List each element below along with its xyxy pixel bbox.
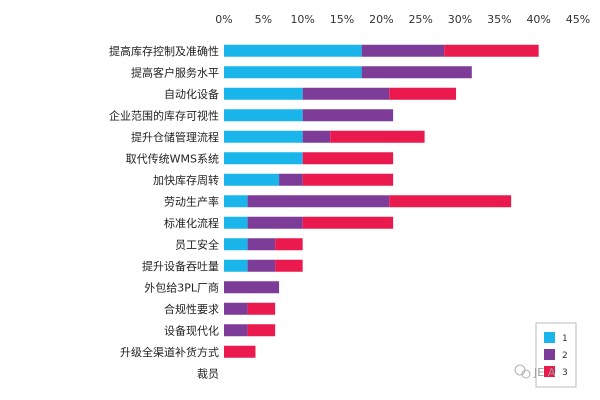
bar-segment-series-2 — [224, 281, 280, 294]
category-label: 标准化流程 — [164, 216, 219, 230]
x-tick-label: 0% — [215, 13, 232, 26]
bar-segment-series-2 — [302, 87, 390, 100]
y-axis-labels: 提高库存控制及准确性提高客户服务水平自动化设备企业范围的库存可视性提升仓储管理流… — [109, 44, 219, 381]
bar-segment-series-3 — [389, 195, 512, 208]
bar-segment-series-2 — [302, 130, 331, 143]
bar-segment-series-3 — [224, 345, 256, 358]
bar-segment-series-1 — [224, 109, 303, 122]
bar-segment-series-3 — [247, 302, 276, 315]
x-tick-label: 25% — [408, 13, 432, 26]
legend-swatch — [544, 332, 555, 343]
legend-box — [535, 322, 577, 388]
x-tick-label: 30% — [448, 13, 472, 26]
x-tick-label: 35% — [487, 13, 511, 26]
legend-label: 1 — [562, 334, 568, 344]
x-tick-label: 10% — [290, 13, 314, 26]
bar-segment-series-1 — [224, 66, 362, 79]
category-label: 提升设备吞吐量 — [142, 259, 219, 273]
category-label: 提升仓储管理流程 — [131, 130, 219, 144]
bar-segment-series-1 — [224, 238, 248, 251]
bar-segment-series-3 — [302, 216, 394, 229]
bar-segment-series-1 — [224, 216, 248, 229]
bar-segment-series-3 — [302, 152, 394, 165]
x-tick-label: 45% — [566, 13, 590, 26]
category-label: 提高库存控制及准确性 — [109, 44, 219, 58]
category-label: 加快库存周转 — [153, 173, 219, 187]
category-label: 外包给3PL厂商 — [144, 280, 219, 294]
bar-segment-series-3 — [275, 238, 303, 251]
bar-segment-series-2 — [247, 195, 390, 208]
category-label: 设备现代化 — [164, 323, 219, 337]
category-label: 自动化设备 — [164, 87, 219, 101]
bar-segment-series-1 — [224, 195, 248, 208]
bar-segment-series-3 — [389, 87, 457, 100]
bar-segment-series-2 — [247, 259, 276, 272]
legend-swatch — [544, 349, 555, 360]
wechat-icon-small — [521, 369, 531, 379]
x-axis: 0% 5% 10% 15% 20% 25% 30% 35% 40% 45% — [215, 13, 590, 26]
category-label: 提高客户服务水平 — [131, 65, 219, 79]
bar-segment-series-3 — [247, 324, 276, 337]
x-tick-label: 5% — [255, 13, 272, 26]
bar-segment-series-1 — [224, 130, 303, 143]
bar-segment-series-1 — [224, 173, 280, 186]
bar-segment-series-2 — [302, 109, 394, 122]
bar-segment-series-2 — [224, 324, 248, 337]
category-label: 合规性要求 — [164, 302, 219, 316]
bar-segment-series-1 — [224, 259, 248, 272]
category-label: 企业范围的库存可视性 — [109, 108, 219, 122]
x-tick-label: 15% — [330, 13, 354, 26]
watermark: JE A — [514, 364, 556, 379]
x-tick-label: 20% — [369, 13, 393, 26]
legend-swatch — [544, 366, 555, 377]
legend-label: 2 — [562, 351, 568, 361]
category-label: 升级全渠道补货方式 — [120, 345, 219, 359]
bar-segment-series-2 — [247, 238, 276, 251]
bar-segment-series-2 — [361, 44, 445, 57]
bar-segment-series-2 — [361, 66, 472, 79]
category-label: 员工安全 — [175, 237, 219, 251]
category-label: 取代传统WMS系统 — [126, 152, 219, 165]
x-tick-label: 40% — [526, 13, 550, 26]
bar-segment-series-2 — [247, 216, 303, 229]
category-label: 劳动生产率 — [164, 194, 219, 208]
bars — [224, 44, 539, 358]
bar-segment-series-1 — [224, 152, 303, 165]
bar-segment-series-3 — [330, 130, 425, 143]
wechat-icon — [514, 364, 526, 376]
bar-segment-series-3 — [302, 173, 394, 186]
legend-label: 3 — [562, 368, 568, 378]
bar-segment-series-1 — [224, 44, 362, 57]
bar-segment-series-2 — [279, 173, 303, 186]
bar-segment-series-3 — [444, 44, 539, 57]
legend: 1 2 3 — [535, 322, 577, 388]
bar-segment-series-1 — [224, 87, 303, 100]
category-label: 裁员 — [197, 367, 219, 380]
watermark-text: JE A — [533, 366, 556, 379]
bar-segment-series-3 — [275, 259, 303, 272]
bar-segment-series-2 — [224, 302, 248, 315]
